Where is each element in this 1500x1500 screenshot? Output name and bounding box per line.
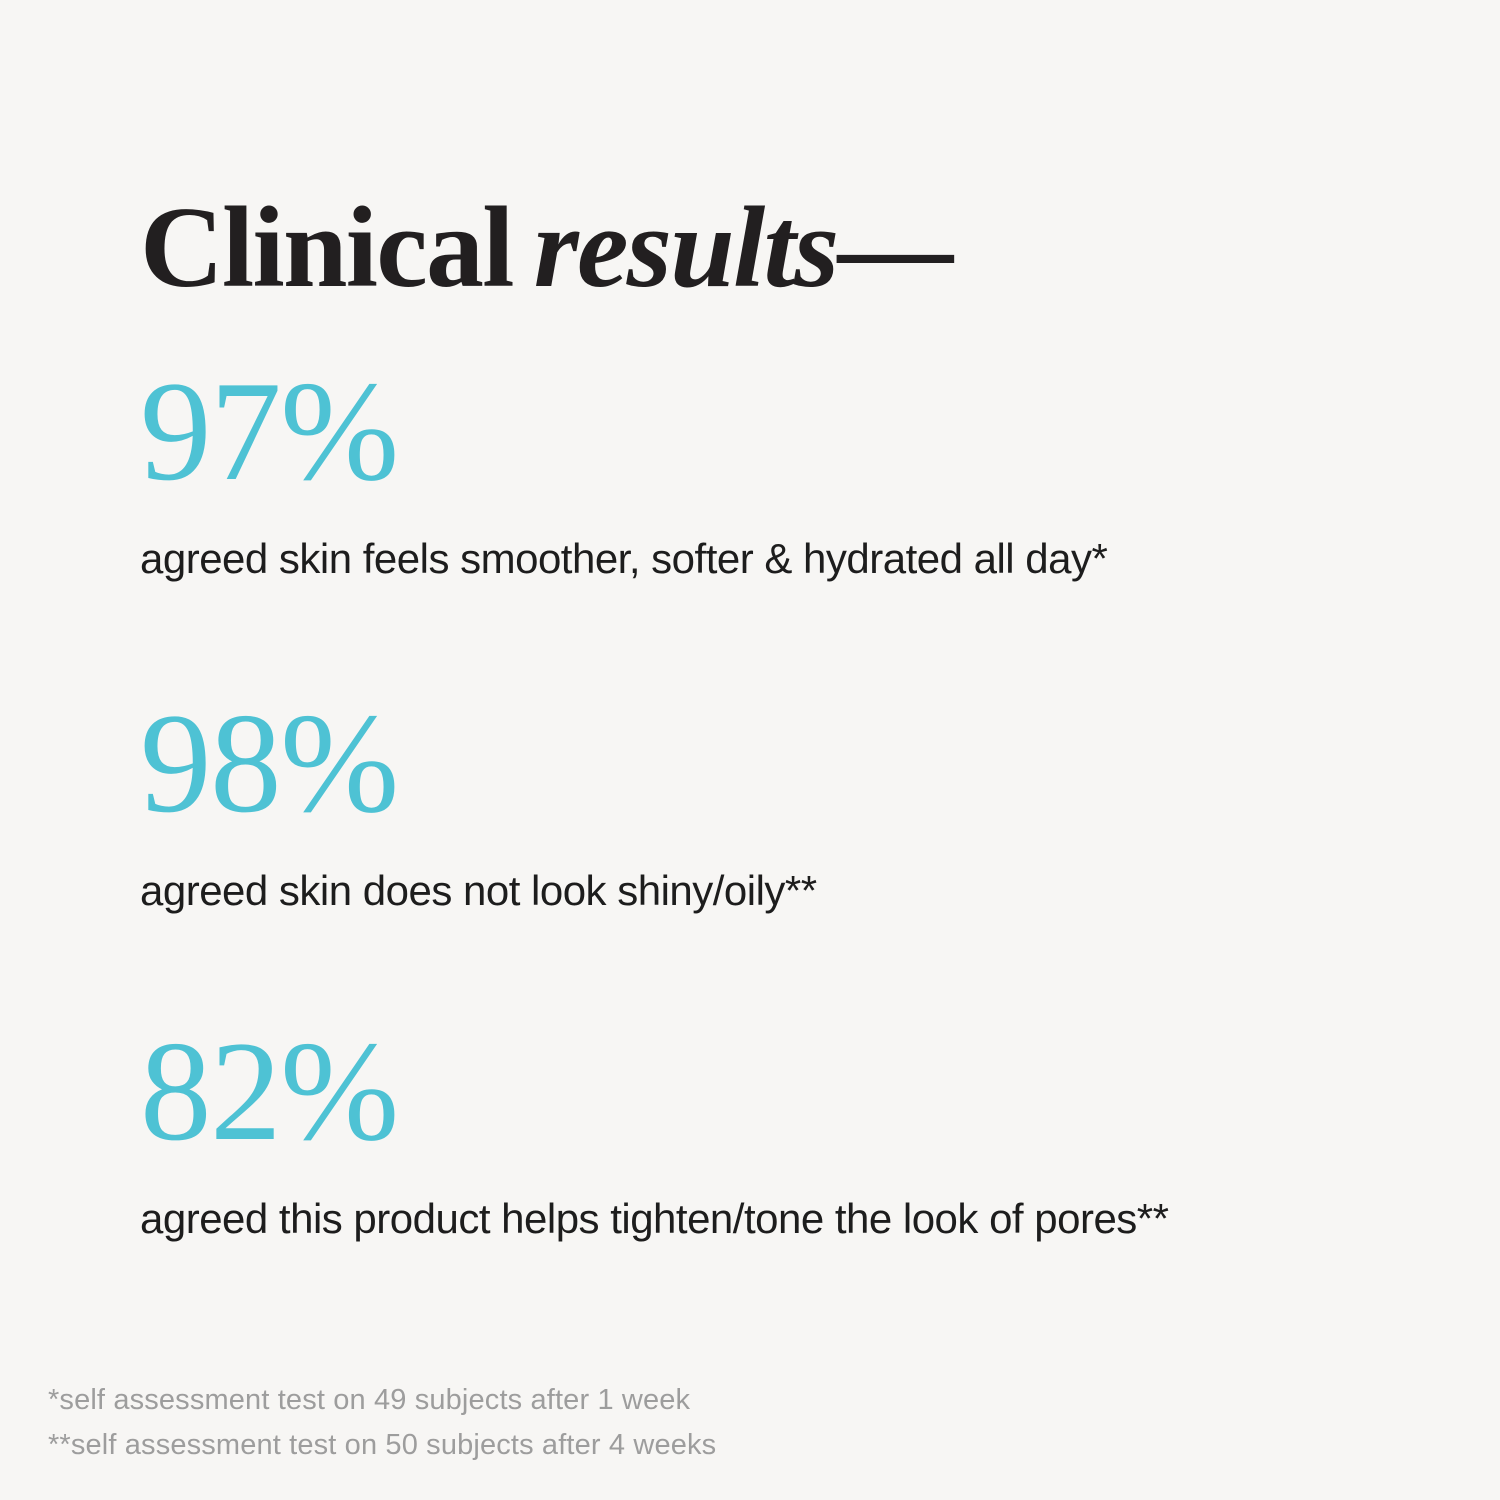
title-em-dash: —: [837, 183, 954, 312]
stat-value: 97%: [140, 352, 399, 510]
page-title: Clinical results—: [140, 190, 953, 306]
stat-block-not-shiny-oily: 98% agreed skin does not look shiny/oily…: [140, 692, 1440, 918]
footnote-one-week: *self assessment test on 49 subjects aft…: [48, 1384, 691, 1416]
footnote-four-weeks: **self assessment test on 50 subjects af…: [48, 1429, 717, 1461]
stat-value: 82%: [140, 1012, 399, 1170]
stat-description: agreed skin feels smoother, softer & hyd…: [140, 535, 1108, 582]
stat-description: agreed skin does not look shiny/oily**: [140, 867, 817, 914]
title-italic-text: results: [533, 183, 839, 312]
stat-description: agreed this product helps tighten/tone t…: [140, 1195, 1169, 1242]
stat-value: 98%: [140, 684, 399, 842]
stat-block-tighten-pores: 82% agreed this product helps tighten/to…: [140, 1020, 1440, 1246]
title-regular-text: Clinical: [140, 183, 515, 312]
footnotes: *self assessment test on 49 subjects aft…: [48, 1378, 716, 1468]
stat-block-smoother-skin: 97% agreed skin feels smoother, softer &…: [140, 360, 1440, 586]
